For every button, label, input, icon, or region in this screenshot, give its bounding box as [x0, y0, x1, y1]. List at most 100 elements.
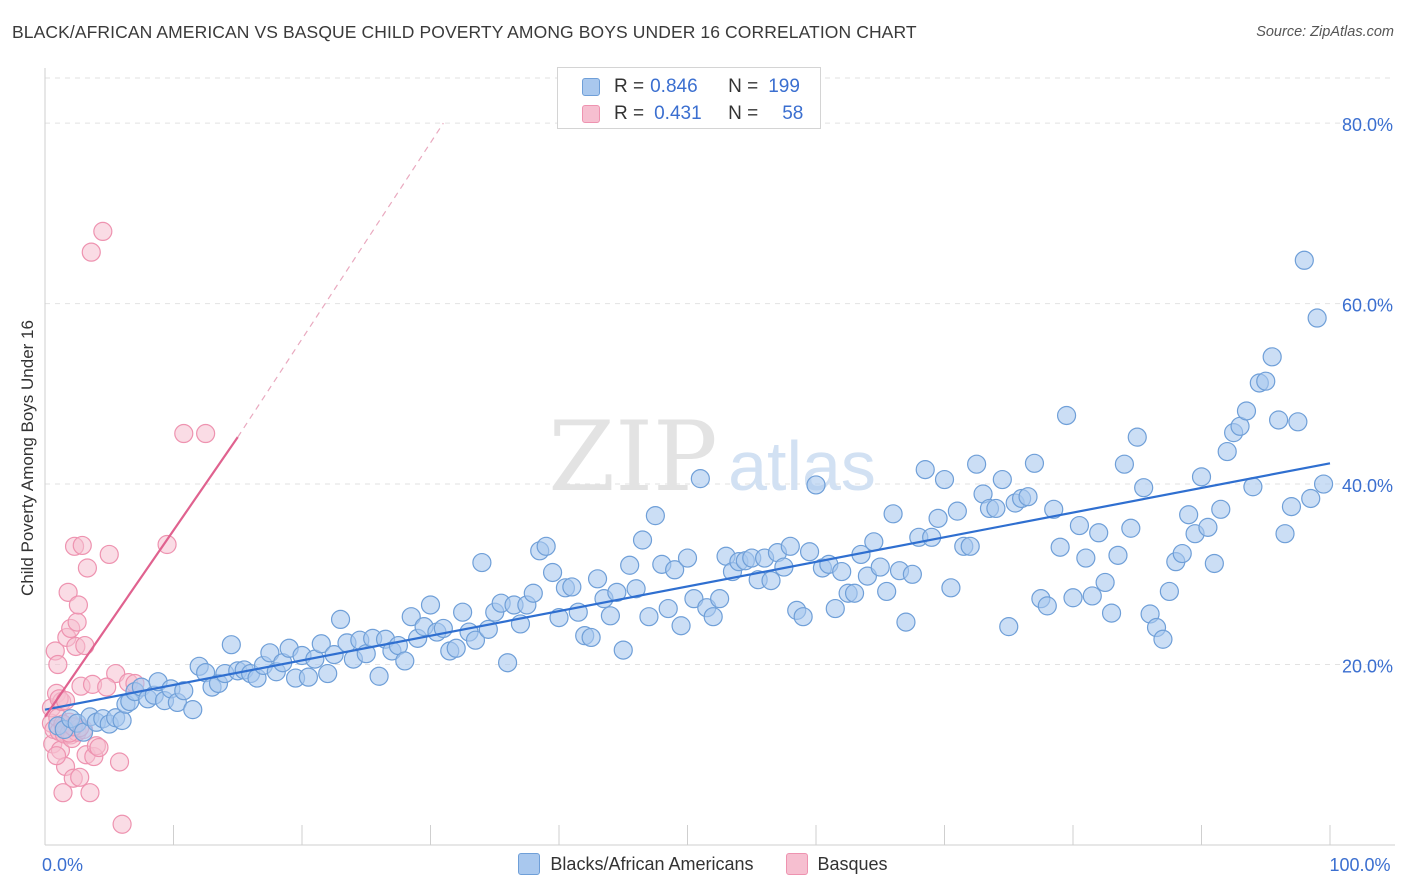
blacks-point: [1114, 454, 1135, 474]
blacks-point: [992, 469, 1012, 490]
blacks-point: [1236, 401, 1257, 421]
blacks-point: [1275, 524, 1295, 544]
blacks-point: [1268, 410, 1289, 430]
blacks-point: [1037, 596, 1057, 616]
blacks-point: [1307, 308, 1327, 328]
tick-labels: 20.0% 40.0% 60.0% 80.0% 0.0% 100.0%: [42, 115, 1393, 875]
r-value: 0.431: [654, 103, 702, 124]
basques-point: [72, 535, 92, 556]
blacks-point: [1069, 515, 1090, 536]
legend-label: Blacks/African Americans: [550, 853, 754, 874]
n-value: 199: [768, 76, 800, 97]
basques-point: [53, 783, 73, 803]
blacks-point: [832, 561, 852, 582]
blacks-point: [1018, 487, 1038, 507]
blacks-point: [587, 569, 608, 589]
blacks-point: [761, 571, 781, 591]
chart-title: BLACK/AFRICAN AMERICAN VS BASQUE CHILD P…: [12, 22, 917, 42]
blacks-point: [395, 651, 415, 671]
blacks-point: [967, 454, 987, 474]
blacks-point: [549, 608, 569, 628]
blacks-point: [1211, 499, 1231, 519]
blacks-point: [677, 548, 698, 568]
pink-swatch: [785, 853, 808, 875]
blacks-point: [112, 710, 132, 731]
watermark: ZIP atlas: [548, 401, 876, 513]
y-axis-label: Child Poverty Among Boys Under 16: [18, 320, 37, 596]
blacks-point: [1095, 572, 1115, 593]
basques-point: [97, 677, 117, 697]
basques-point: [70, 767, 90, 787]
grid-layer: [45, 77, 1395, 666]
basques-point: [112, 814, 132, 834]
legend-item-basques: Basques: [785, 853, 888, 875]
blacks-point: [658, 598, 678, 619]
blacks-point: [1082, 586, 1102, 606]
blacks-point: [1172, 543, 1192, 564]
blacks-point: [639, 607, 659, 627]
blacks-point: [883, 504, 903, 524]
blacks-point: [369, 666, 389, 686]
r-label: R =: [614, 103, 645, 124]
basques-point: [75, 635, 95, 656]
r-value: 0.846: [650, 76, 698, 97]
blacks-point: [947, 501, 967, 521]
blacks-point: [1281, 497, 1302, 517]
blacks-point: [1198, 517, 1218, 537]
watermark-atlas: atlas: [728, 427, 876, 505]
blacks-point: [934, 469, 955, 490]
blacks-point: [562, 577, 582, 597]
legend-item-blacks: Blacks/African Americans: [518, 853, 754, 875]
blacks-point: [298, 667, 319, 687]
blacks-point: [446, 638, 466, 658]
blacks-point: [420, 595, 441, 615]
blacks-point: [1313, 474, 1334, 494]
blacks-point: [620, 555, 640, 575]
blacks-point: [1127, 427, 1147, 447]
blacks-point: [330, 609, 351, 630]
basques-points: [41, 221, 216, 834]
n-value: 58: [782, 103, 804, 124]
basques-point: [109, 752, 130, 772]
blacks-trend-line: [44, 462, 1331, 711]
blue-swatch: [518, 853, 541, 875]
blacks-point: [1108, 545, 1128, 565]
blacks-point: [472, 552, 492, 573]
pink-swatch: [582, 105, 600, 123]
blacks-point: [665, 560, 685, 580]
basques-trend-line: [44, 436, 239, 718]
basques-point: [68, 595, 89, 615]
basques-point: [67, 612, 87, 632]
blacks-point: [825, 598, 845, 619]
blacks-point: [780, 536, 800, 556]
r-label: R =: [614, 76, 645, 97]
blacks-point: [1134, 478, 1154, 498]
basques-point: [196, 423, 216, 444]
x-tick-label: 0.0%: [42, 855, 83, 875]
blacks-point: [498, 653, 518, 673]
blacks-point: [221, 635, 241, 655]
blacks-point: [1050, 537, 1070, 557]
blacks-point: [1121, 518, 1141, 538]
blacks-point: [793, 607, 813, 627]
blacks-point: [1204, 553, 1224, 574]
blacks-point: [941, 578, 961, 598]
blacks-point: [581, 627, 601, 648]
n-label: N =: [728, 103, 759, 124]
blacks-point: [864, 532, 884, 552]
blacks-point: [877, 581, 897, 602]
blue-swatch: [582, 78, 600, 96]
blacks-point: [174, 681, 194, 701]
basques-point: [89, 737, 109, 758]
basques-point: [46, 746, 67, 766]
blacks-point: [1076, 548, 1096, 568]
n-label: N =: [728, 76, 759, 97]
blacks-point: [645, 506, 665, 526]
blacks-point: [607, 582, 627, 602]
basques-point: [80, 783, 100, 803]
blacks-point: [844, 583, 865, 603]
blacks-point: [1056, 405, 1077, 426]
blacks-point: [806, 475, 826, 495]
blacks-point: [600, 606, 621, 626]
